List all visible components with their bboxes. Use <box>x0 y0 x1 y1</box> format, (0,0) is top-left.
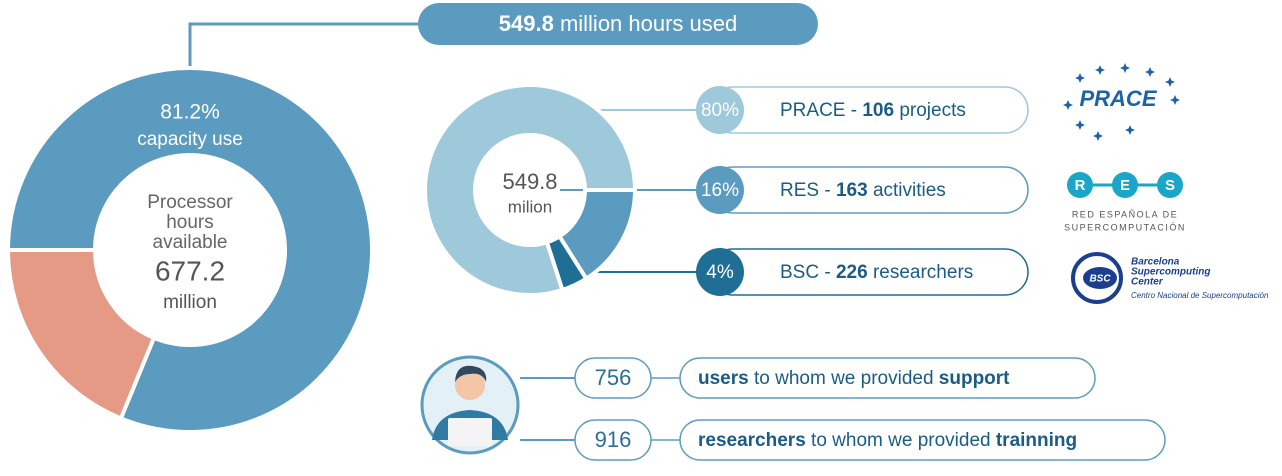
center-unit: milion <box>508 197 552 216</box>
prace-star <box>1075 120 1085 130</box>
legend-name: PRACE <box>780 100 845 121</box>
res-caption: SUPERCOMPUTACIÓN <box>1064 222 1186 232</box>
center-text: Processor <box>147 192 233 213</box>
support-number: 756 <box>595 365 632 390</box>
person-icon <box>422 357 518 453</box>
center-text: hours <box>166 212 214 233</box>
prace-star <box>1095 65 1105 75</box>
legend-count: 106 <box>862 100 894 121</box>
support-middle: to whom we provided <box>806 430 996 451</box>
center-value: 549.8 <box>502 169 557 194</box>
support-text: researchers to whom we provided trainnin… <box>698 430 1077 451</box>
res-letter: R <box>1075 177 1086 194</box>
support-lead: researchers <box>698 430 806 451</box>
bsc-badge: BSC <box>1089 274 1111 285</box>
res-caption: RED ESPAÑOLA DE <box>1072 209 1178 219</box>
center-value: 677.2 <box>155 255 225 286</box>
legend-text: BSC - 226 researchers <box>780 262 973 283</box>
legend-separator: - <box>824 180 830 201</box>
legend-name: RES <box>780 180 819 201</box>
banner-connector <box>190 24 430 70</box>
capacity-label: capacity use <box>137 129 243 150</box>
bsc-caption: Centro Nacional de Supercomputación <box>1131 291 1269 300</box>
prace-star <box>1125 125 1135 135</box>
legend-separator: - <box>851 100 857 121</box>
prace-star <box>1093 131 1103 141</box>
prace-logo: PRACE <box>1079 86 1157 111</box>
support-number: 916 <box>595 427 632 452</box>
res-letter: S <box>1165 177 1175 194</box>
legend-text: PRACE - 106 projects <box>780 100 966 121</box>
center-text: available <box>153 232 228 253</box>
capacity-value: 81.2% <box>160 101 220 124</box>
bsc-name: Center <box>1131 277 1164 288</box>
support-lead: users <box>698 368 749 389</box>
support-text: users to whom we provided support <box>698 368 1010 389</box>
support-middle: to whom we provided <box>749 368 939 389</box>
donut-segment <box>8 250 154 418</box>
legend-unit: researchers <box>873 262 973 283</box>
legend-count: 163 <box>836 180 868 201</box>
legend-text: RES - 163 activities <box>780 180 946 201</box>
prace-star <box>1120 63 1130 73</box>
percent-label: 16% <box>701 180 739 201</box>
prace-star <box>1075 73 1085 83</box>
prace-star <box>1165 77 1175 87</box>
prace-star <box>1170 95 1180 105</box>
percent-label: 80% <box>701 100 739 121</box>
infographic: 549.8 million hours used 81.2% capacity u… <box>0 0 1282 476</box>
legend-name: BSC <box>780 262 819 283</box>
banner-label: million hours used <box>560 11 737 36</box>
support-tail: trainning <box>996 430 1077 451</box>
prace-star <box>1145 67 1155 77</box>
percent-label: 4% <box>706 262 734 283</box>
banner-number: 549.8 <box>499 11 554 36</box>
legend-unit: projects <box>899 100 966 121</box>
legend-unit: activities <box>873 180 946 201</box>
prace-star <box>1063 100 1073 110</box>
legend-count: 226 <box>836 262 868 283</box>
legend-separator: - <box>824 262 830 283</box>
support-tail: support <box>939 368 1010 389</box>
banner-text: 549.8 million hours used <box>499 11 738 36</box>
center-unit: million <box>163 292 217 313</box>
res-letter: E <box>1120 177 1130 194</box>
